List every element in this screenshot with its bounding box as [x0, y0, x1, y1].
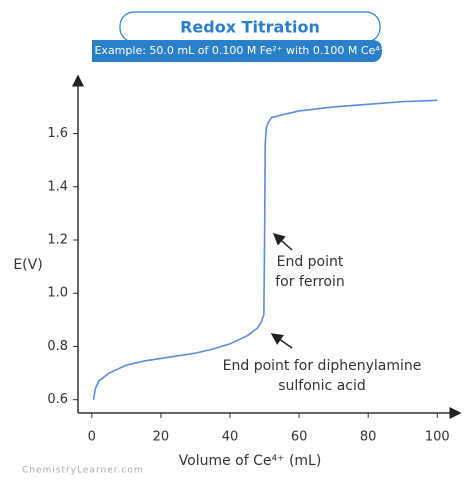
x-tick-label: 0	[88, 430, 96, 445]
x-tick-label: 80	[360, 430, 377, 445]
arrow	[270, 333, 293, 349]
x-tick-label: 40	[222, 430, 239, 445]
annotation: for ferroin	[275, 274, 345, 290]
x-axis-label: Volume of Ce⁴⁺ (mL)	[179, 453, 322, 469]
y-tick-label: 0.8	[47, 339, 68, 354]
x-tick-label: 20	[153, 430, 170, 445]
y-tick-label: 1.4	[47, 179, 68, 194]
watermark: ChemistryLearner.com	[22, 466, 144, 476]
chart-subtitle: Example: 50.0 mL of 0.100 M Fe²⁺ with 0.…	[94, 44, 385, 57]
y-tick-label: 1.6	[47, 126, 68, 141]
x-tick-label: 100	[425, 430, 450, 445]
subtitle-banner	[92, 40, 382, 62]
chart-title: Redox Titration	[180, 18, 320, 37]
y-tick-label: 1.0	[47, 286, 68, 301]
x-tick-label: 60	[291, 430, 308, 445]
annotation: End point for diphenylamine	[223, 358, 422, 374]
annotation: End point	[277, 254, 344, 270]
data-line	[92, 99, 438, 400]
y-axis-label: E(V)	[13, 257, 42, 273]
y-tick-label: 1.2	[47, 233, 68, 248]
y-tick-label: 0.6	[47, 392, 68, 407]
annotation: sulfonic acid	[278, 378, 366, 394]
arrow	[272, 233, 293, 251]
